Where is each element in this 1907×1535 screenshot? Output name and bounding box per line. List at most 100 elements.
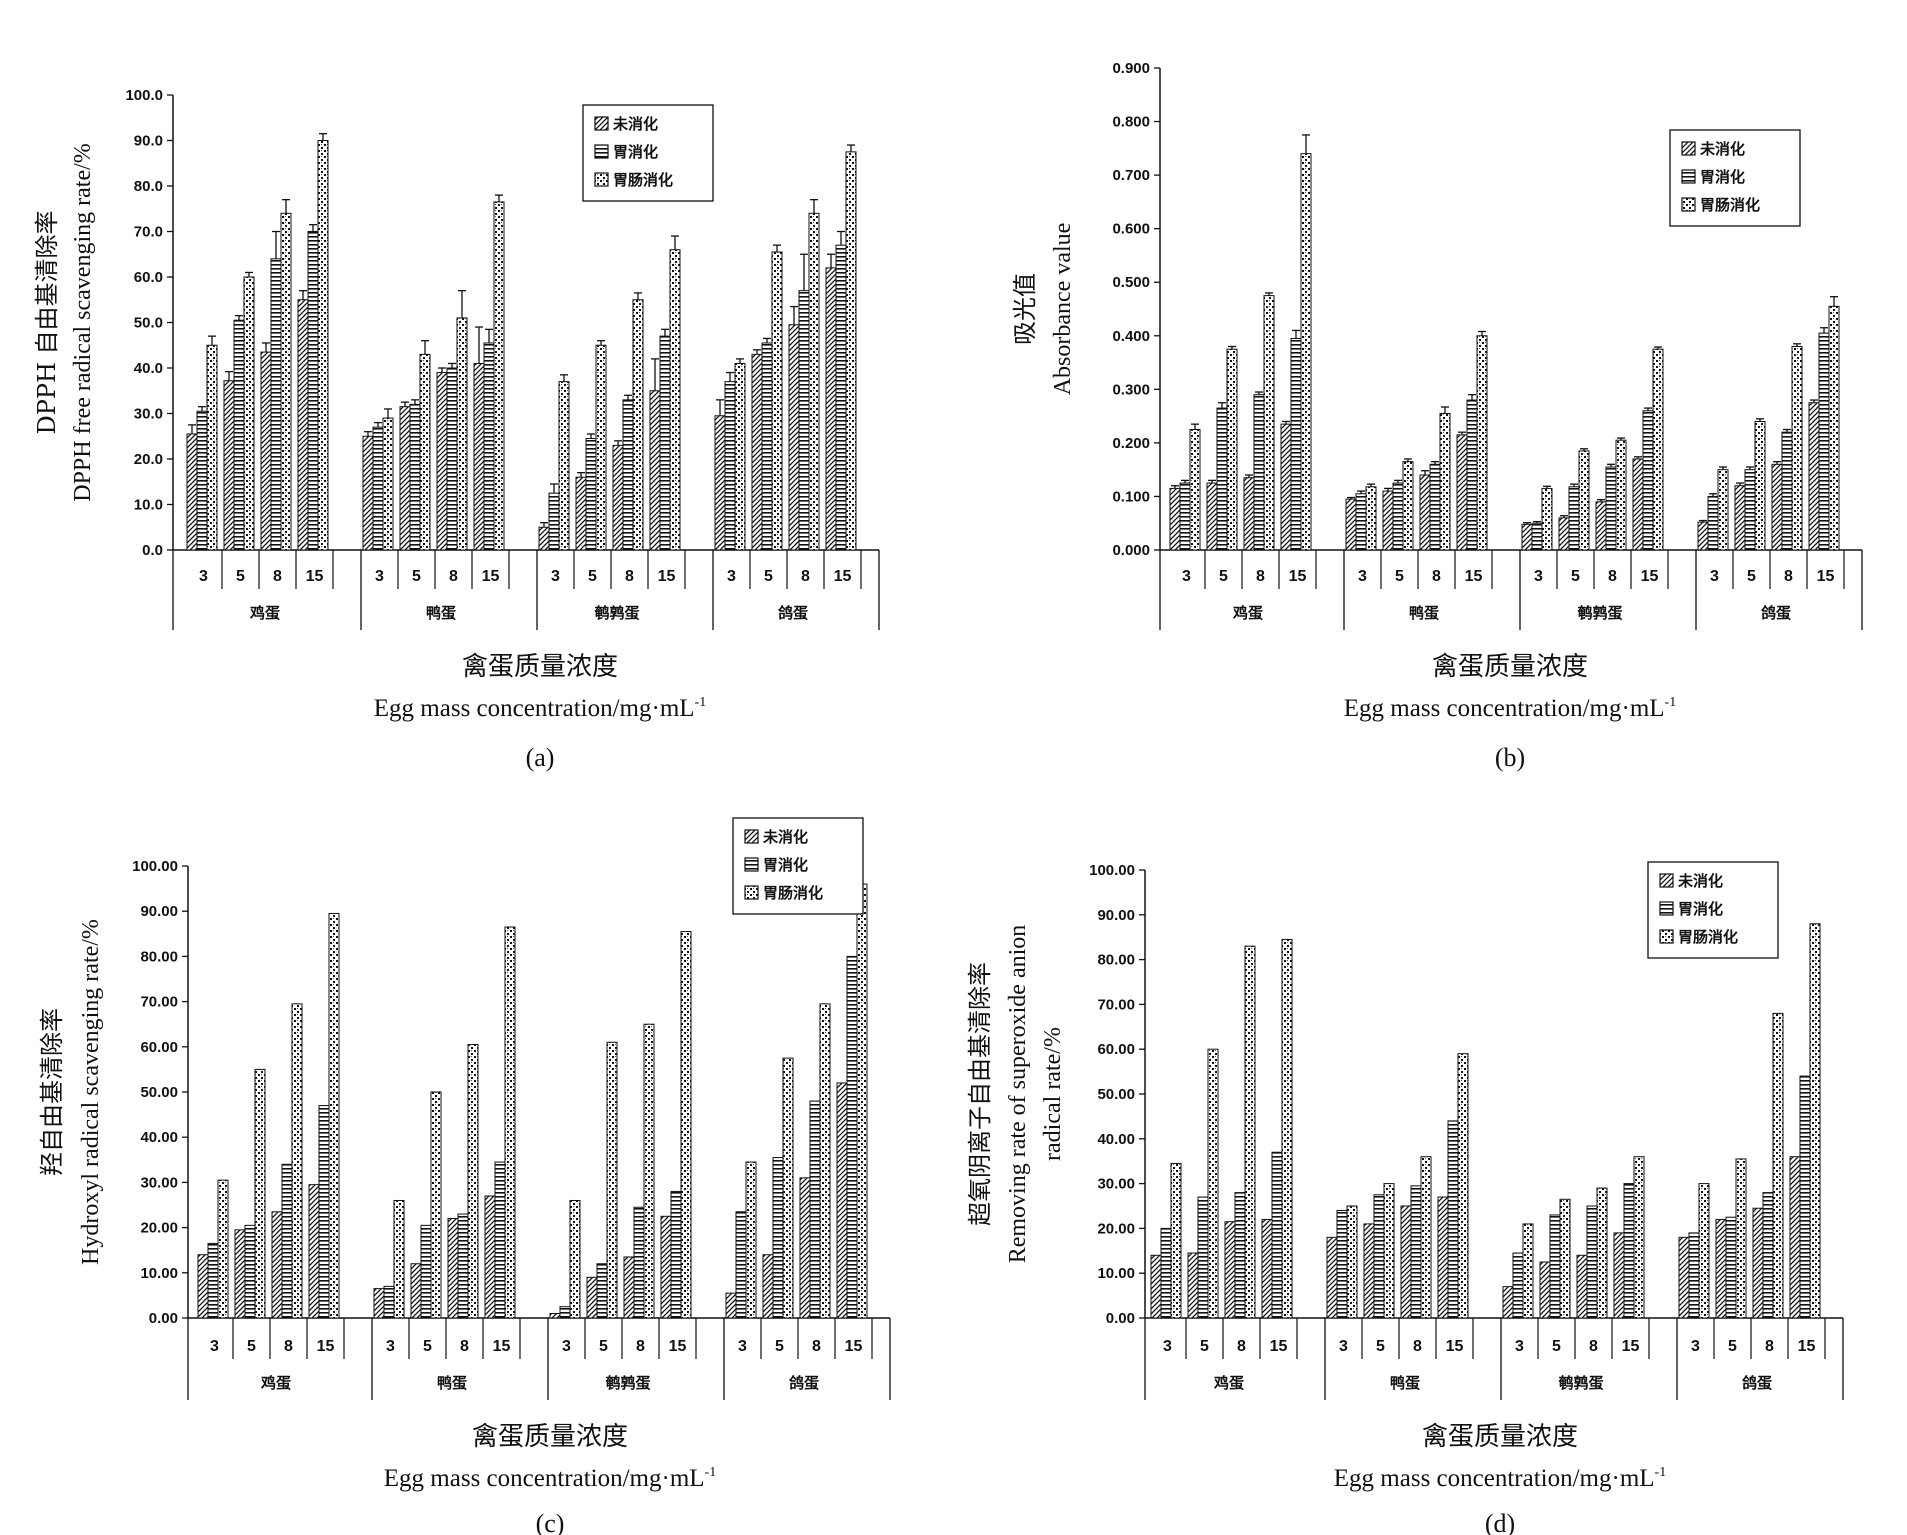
- bar-intestinal: [1207, 1048, 1219, 1319]
- bar-gastric: [196, 410, 208, 551]
- bar-undigested: [788, 324, 800, 551]
- y-axis-title: Absorbance value: [1050, 223, 1076, 396]
- bar-undigested: [825, 267, 837, 551]
- x-tick-label: 3: [551, 568, 560, 585]
- y-tick-label: 70.00: [140, 994, 178, 1011]
- legend-swatch: [1659, 929, 1674, 944]
- x-axis-title-en-text: Egg mass concentration/mg·mL: [374, 695, 695, 722]
- bar-undigested: [1224, 1221, 1236, 1319]
- x-tick-label: 5: [775, 1338, 784, 1355]
- x-tick-label: 3: [1515, 1338, 1524, 1355]
- bar-intestinal: [217, 1179, 229, 1319]
- bar-gastric: [446, 367, 458, 551]
- y-tick-label: 20.0: [134, 451, 163, 468]
- legend-label: 胃肠消化: [1700, 196, 1760, 214]
- bar-intestinal: [467, 1044, 479, 1319]
- x-tick-label: 5: [599, 1338, 608, 1355]
- legend-label: 胃肠消化: [763, 884, 823, 902]
- bar-gastric: [735, 1211, 747, 1319]
- legend-swatch: [594, 116, 609, 131]
- bar-undigested: [1752, 1207, 1764, 1319]
- x-tick-label: 3: [210, 1338, 219, 1355]
- bar-gastric: [809, 1100, 821, 1319]
- bar-gastric: [772, 1157, 784, 1319]
- x-axis-title-en: Egg mass concentration/mg·mL-1: [384, 1465, 716, 1492]
- x-tick-label: 8: [1784, 568, 1793, 585]
- bar-gastric: [724, 381, 736, 551]
- bar-undigested: [1576, 1254, 1588, 1319]
- bar-gastric: [1234, 1192, 1246, 1319]
- bar-gastric: [1197, 1196, 1209, 1319]
- x-tick-label: 8: [460, 1338, 469, 1355]
- bar-intestinal: [328, 912, 340, 1319]
- panel-label: (c): [536, 1509, 565, 1535]
- bar-intestinal: [1541, 487, 1553, 551]
- bar-undigested: [799, 1177, 811, 1319]
- panel-label: (b): [1495, 743, 1525, 772]
- bar-intestinal: [1365, 486, 1377, 551]
- bar-intestinal: [1809, 923, 1821, 1319]
- x-tick-label: 15: [1622, 1338, 1640, 1355]
- x-axis-title-en: Egg mass concentration/mg·mL-1: [374, 695, 706, 722]
- bar-intestinal: [669, 249, 681, 551]
- x-tick-label: 3: [199, 568, 208, 585]
- bar-intestinal: [1383, 1183, 1395, 1319]
- y-tick-label: 0.800: [1112, 114, 1150, 131]
- x-tick-label: 15: [1641, 568, 1659, 585]
- x-tick-label: 3: [1339, 1338, 1348, 1355]
- x-tick-label: 5: [247, 1338, 256, 1355]
- y-axis-title: 超氧阴离子自由基清除率: [966, 962, 994, 1226]
- bar-undigested: [586, 1276, 598, 1319]
- bar-undigested: [1437, 1196, 1449, 1319]
- bar-gastric: [1355, 493, 1367, 551]
- bar-undigested: [751, 353, 763, 551]
- y-axis-title: 羟自由基清除率: [38, 1008, 66, 1176]
- y-tick-label: 80.0: [134, 178, 163, 195]
- bar-gastric: [798, 290, 810, 551]
- y-tick-label: 10.0: [134, 497, 163, 514]
- bar-intestinal: [493, 201, 505, 551]
- bar-gastric: [1549, 1214, 1561, 1319]
- legend-label: 胃消化: [1700, 168, 1745, 186]
- bar-undigested: [1243, 477, 1255, 551]
- bar-undigested: [373, 1288, 385, 1319]
- y-tick-label: 90.00: [140, 903, 178, 920]
- bar-intestinal: [569, 1199, 581, 1319]
- bar-gastric: [1725, 1216, 1737, 1319]
- bar-undigested: [1558, 517, 1570, 551]
- y-tick-label: 50.00: [140, 1084, 178, 1101]
- x-tick-label: 3: [738, 1338, 747, 1355]
- x-tick-label: 3: [727, 568, 736, 585]
- y-tick-label: 80.00: [140, 948, 178, 965]
- y-tick-label: 20.00: [1097, 1220, 1135, 1237]
- bar-intestinal: [1402, 461, 1414, 551]
- bar-intestinal: [254, 1068, 266, 1319]
- bar-undigested: [1169, 487, 1181, 551]
- x-tick-label: 5: [423, 1338, 432, 1355]
- panel-label: (d): [1485, 1509, 1515, 1535]
- x-axis-title-en-text: Egg mass concentration/mg·mL: [1334, 1465, 1655, 1492]
- legend-swatch: [594, 172, 609, 187]
- bar-intestinal: [1791, 345, 1803, 551]
- y-tick-label: 0.700: [1112, 167, 1150, 184]
- bar-intestinal: [1652, 348, 1664, 551]
- y-tick-label: 30.0: [134, 406, 163, 423]
- x-tick-label: 15: [1446, 1338, 1464, 1355]
- y-tick-label: 40.0: [134, 360, 163, 377]
- legend-label: 未消化: [1677, 872, 1723, 890]
- y-tick-label: 0.200: [1112, 435, 1150, 452]
- legend-swatch: [1681, 169, 1696, 184]
- bar-undigested: [260, 351, 272, 551]
- x-tick-label: 8: [1589, 1338, 1598, 1355]
- bar-intestinal: [280, 212, 292, 551]
- x-tick-label: 8: [625, 568, 634, 585]
- group-label: 鸽蛋: [778, 604, 808, 622]
- x-tick-label: 3: [1691, 1338, 1700, 1355]
- legend-label: 未消化: [612, 115, 658, 133]
- x-tick-label: 8: [273, 568, 282, 585]
- bar-undigested: [660, 1215, 672, 1319]
- y-axis-title: DPPH free radical scavenging rate/%: [70, 143, 96, 502]
- bar-intestinal: [643, 1023, 655, 1319]
- bar-gastric: [1762, 1192, 1774, 1319]
- x-tick-label: 5: [764, 568, 773, 585]
